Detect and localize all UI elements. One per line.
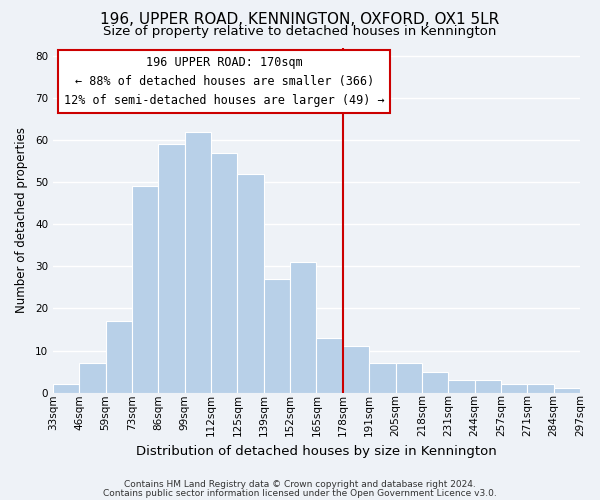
Text: Contains public sector information licensed under the Open Government Licence v3: Contains public sector information licen… <box>103 488 497 498</box>
Text: 196 UPPER ROAD: 170sqm
← 88% of detached houses are smaller (366)
12% of semi-de: 196 UPPER ROAD: 170sqm ← 88% of detached… <box>64 56 385 106</box>
Bar <box>448 380 475 392</box>
Bar <box>554 388 580 392</box>
Bar <box>369 363 395 392</box>
Bar <box>158 144 185 392</box>
Text: Contains HM Land Registry data © Crown copyright and database right 2024.: Contains HM Land Registry data © Crown c… <box>124 480 476 489</box>
Bar <box>79 363 106 392</box>
Bar <box>185 132 211 392</box>
Bar <box>290 262 316 392</box>
Bar <box>53 384 79 392</box>
Bar <box>422 372 448 392</box>
Bar <box>475 380 501 392</box>
Bar <box>238 174 264 392</box>
Bar <box>264 279 290 392</box>
Bar <box>395 363 422 392</box>
Text: 196, UPPER ROAD, KENNINGTON, OXFORD, OX1 5LR: 196, UPPER ROAD, KENNINGTON, OXFORD, OX1… <box>100 12 500 28</box>
Bar <box>343 346 369 393</box>
Bar <box>132 186 158 392</box>
Bar <box>501 384 527 392</box>
Bar <box>211 152 238 392</box>
Bar <box>527 384 554 392</box>
Y-axis label: Number of detached properties: Number of detached properties <box>15 127 28 313</box>
X-axis label: Distribution of detached houses by size in Kennington: Distribution of detached houses by size … <box>136 444 497 458</box>
Bar <box>316 338 343 392</box>
Bar <box>106 321 132 392</box>
Text: Size of property relative to detached houses in Kennington: Size of property relative to detached ho… <box>103 25 497 38</box>
